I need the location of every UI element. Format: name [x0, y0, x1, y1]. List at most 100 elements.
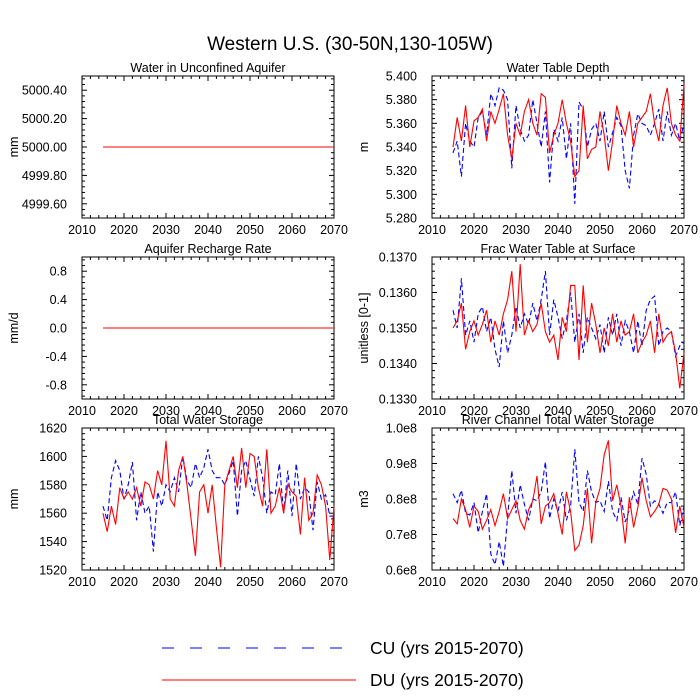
series-line-cu [452, 449, 685, 567]
y-axis-label: m3 [357, 490, 371, 507]
y-axis-label: mm/d [7, 312, 21, 343]
y-tick-label: 1560 [39, 507, 67, 521]
x-tick-label: 2020 [110, 575, 138, 589]
y-tick-label: 0.8e8 [386, 493, 417, 507]
y-tick-label: 0.1360 [379, 286, 417, 300]
y-tick-label: 1620 [39, 422, 67, 436]
y-axis-label: unitless [0-1] [357, 293, 371, 364]
x-tick-label: 2030 [152, 223, 180, 237]
y-tick-label: 5.340 [386, 141, 417, 155]
y-tick-label: 5.400 [386, 70, 417, 84]
series-line-du [452, 264, 685, 389]
x-tick-label: 2010 [418, 575, 446, 589]
y-tick-label: 5.280 [386, 212, 417, 226]
x-tick-label: 2020 [460, 223, 488, 237]
y-tick-label: 0.1370 [379, 251, 417, 265]
y-tick-label: -0.4 [45, 350, 67, 364]
y-tick-label: 5.300 [386, 188, 417, 202]
y-tick-label: 0.4 [50, 293, 67, 307]
y-tick-label: 5.360 [386, 117, 417, 131]
x-tick-label: 2050 [586, 575, 614, 589]
x-tick-label: 2060 [628, 575, 656, 589]
x-tick-label: 2030 [502, 575, 530, 589]
y-tick-label: 0.1340 [379, 357, 417, 371]
x-tick-label: 2040 [544, 404, 572, 418]
y-tick-label: 0.6e8 [386, 564, 417, 578]
chart-panel-3: Aquifer Recharge Rate mm/d 2010 2020 2030 204… [7, 242, 348, 418]
y-tick-label: 5000.20 [22, 112, 67, 126]
x-tick-label: 2030 [502, 404, 530, 418]
legend-item-2: DU (yrs 2015-2070) [162, 670, 524, 690]
x-tick-label: 2050 [236, 223, 264, 237]
x-tick-label: 2040 [544, 575, 572, 589]
x-tick-label: 2040 [544, 223, 572, 237]
panel-title: Water Table Depth [507, 61, 610, 75]
y-axis-label: m [357, 142, 371, 152]
y-tick-label: 4999.80 [22, 169, 67, 183]
panels-group: Water in Unconfined Aquifer mm 2010 2020 203… [7, 61, 698, 589]
x-tick-label: 2030 [502, 223, 530, 237]
y-axis-label: mm [7, 489, 21, 510]
panel-title: River Channel Total Water Storage [462, 413, 655, 427]
series-line-cu [452, 271, 685, 368]
x-tick-label: 2070 [320, 575, 348, 589]
panel-title: Total Water Storage [153, 413, 263, 427]
x-tick-label: 2070 [670, 223, 698, 237]
x-tick-label: 2040 [194, 223, 222, 237]
y-tick-label: 1540 [39, 535, 67, 549]
y-tick-label: 0.0 [50, 322, 67, 336]
legend-item-1: CU (yrs 2015-2070) [162, 638, 524, 658]
x-tick-label: 2020 [460, 575, 488, 589]
x-tick-label: 2030 [152, 575, 180, 589]
x-tick-label: 2050 [586, 404, 614, 418]
x-tick-label: 2010 [68, 223, 96, 237]
y-tick-label: 5000.40 [22, 84, 67, 98]
y-tick-label: 1.0e8 [386, 422, 417, 436]
series-line-cu [102, 449, 334, 552]
chart-panel-5: Total Water Storage mm 2010 2020 2030 2040 205… [7, 413, 348, 589]
series-line-du [452, 440, 685, 552]
y-tick-label: 5.380 [386, 93, 417, 107]
chart-panel-4: Frac Water Table at Surface unitless [0-1… [357, 242, 698, 418]
x-tick-label: 2010 [418, 404, 446, 418]
figure-title: Western U.S. (30-50N,130-105W) [207, 34, 493, 55]
plot-frame [431, 256, 685, 400]
legend-label: DU (yrs 2015-2070) [370, 670, 524, 690]
y-tick-label: 0.7e8 [386, 528, 417, 542]
panel-title: Aquifer Recharge Rate [144, 242, 271, 256]
panel-title: Water in Unconfined Aquifer [130, 61, 285, 75]
x-tick-label: 2040 [194, 404, 222, 418]
x-tick-label: 2070 [670, 575, 698, 589]
x-tick-label: 2010 [68, 404, 96, 418]
x-tick-label: 2060 [278, 223, 306, 237]
y-tick-label: 4999.60 [22, 197, 67, 211]
x-tick-label: 2060 [278, 575, 306, 589]
y-tick-label: 1600 [39, 450, 67, 464]
y-axis-label: mm [7, 137, 21, 158]
x-tick-label: 2030 [152, 404, 180, 418]
series-line-du [102, 440, 335, 568]
x-tick-label: 2010 [418, 223, 446, 237]
x-tick-label: 2050 [236, 575, 264, 589]
x-tick-label: 2020 [110, 223, 138, 237]
legend-label: CU (yrs 2015-2070) [370, 638, 524, 658]
x-tick-label: 2040 [194, 575, 222, 589]
x-tick-label: 2020 [460, 404, 488, 418]
x-tick-label: 2010 [68, 575, 96, 589]
series-line-cu [452, 86, 685, 204]
x-tick-label: 2050 [236, 404, 264, 418]
legend: CU (yrs 2015-2070) DU (yrs 2015-2070) [162, 638, 524, 690]
y-tick-label: 5.320 [386, 164, 417, 178]
x-tick-label: 2070 [320, 404, 348, 418]
x-tick-label: 2070 [670, 404, 698, 418]
chart-panel-1: Water in Unconfined Aquifer mm 2010 2020 203… [7, 61, 348, 237]
y-tick-label: 0.1350 [379, 322, 417, 336]
x-tick-label: 2060 [628, 223, 656, 237]
chart-panel-2: Water Table Depth m 2010 2020 2030 2040 2050 20… [357, 61, 698, 237]
y-tick-label: 0.8 [50, 265, 67, 279]
y-tick-label: 0.1330 [379, 393, 417, 407]
chart-panel-6: River Channel Total Water Storage m3 2010 2… [357, 413, 698, 589]
series-line-du [452, 84, 685, 179]
y-tick-label: 1580 [39, 478, 67, 492]
